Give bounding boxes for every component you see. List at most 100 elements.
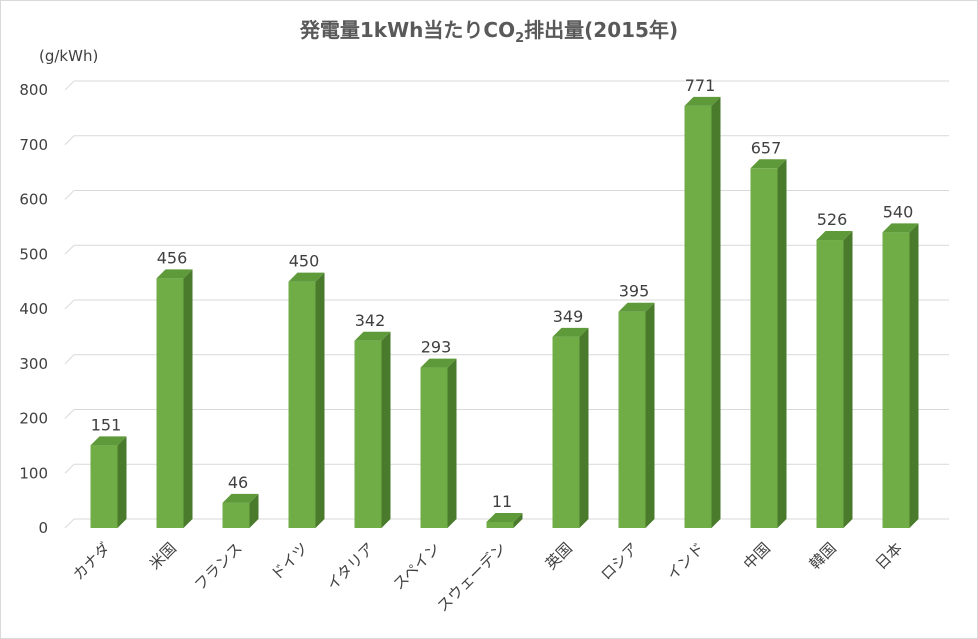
- bar-side: [315, 272, 325, 528]
- gridline-depth: [64, 299, 75, 310]
- y-tick-label: 100: [19, 464, 48, 482]
- y-tick-label: 400: [19, 300, 48, 318]
- chart-title-main: 発電量1kWh当たりCO: [299, 18, 515, 42]
- bar-front: [222, 502, 250, 528]
- gridline-depth: [64, 409, 75, 419]
- bar: [882, 223, 919, 528]
- gridline-depth: [64, 190, 75, 200]
- bar: [222, 493, 259, 528]
- data-label: 349: [553, 307, 584, 326]
- data-label: 395: [619, 282, 650, 301]
- y-tick-label: 700: [19, 136, 48, 154]
- x-tick-label: インド: [663, 539, 708, 584]
- bar: [420, 358, 457, 528]
- x-tick-label: カナダ: [69, 539, 114, 584]
- x-tick-label: スウェーデン: [433, 539, 509, 615]
- bar-top: [354, 331, 391, 341]
- data-label: 11: [492, 492, 512, 511]
- bars: [90, 96, 919, 529]
- bar-side: [777, 159, 787, 529]
- bar-side: [513, 512, 523, 528]
- bar-side: [909, 223, 919, 528]
- data-label: 293: [421, 338, 452, 357]
- bar: [684, 96, 721, 528]
- y-axis-unit-label: (g/kWh): [39, 47, 98, 65]
- data-label: 540: [883, 202, 914, 221]
- data-label: 657: [751, 138, 782, 157]
- bar-front: [750, 168, 778, 529]
- data-label: 342: [355, 311, 386, 330]
- bar-side: [645, 302, 655, 528]
- gridline-depth: [64, 80, 75, 91]
- x-tick-label: ドイツ: [267, 539, 312, 584]
- y-tick-label: 600: [19, 191, 48, 209]
- bar-front: [684, 105, 712, 528]
- bar-top: [288, 272, 325, 282]
- x-tick-label: 日本: [872, 539, 906, 573]
- data-label: 450: [289, 252, 320, 271]
- bar-front: [90, 445, 118, 528]
- y-axis-ticks: 0 100 200 300 400 500 600 700 800: [19, 81, 48, 537]
- bar-front: [354, 340, 382, 528]
- bar-top: [486, 512, 523, 522]
- gridline-depth: [64, 463, 75, 474]
- gridline-depth: [64, 135, 75, 146]
- x-tick-label: フランス: [191, 539, 246, 594]
- bar: [156, 269, 193, 528]
- bar-top: [222, 493, 259, 503]
- data-label: 526: [817, 210, 848, 229]
- data-label: 46: [228, 473, 248, 492]
- x-tick-label: 韓国: [806, 539, 840, 573]
- data-label: 456: [157, 248, 188, 267]
- bar-front: [288, 281, 316, 528]
- x-tick-label: 英国: [542, 539, 576, 573]
- bar-top: [420, 358, 457, 368]
- bar-top: [684, 96, 721, 106]
- bar-side: [183, 269, 193, 528]
- bar-side: [381, 331, 391, 528]
- bar-side: [711, 96, 721, 528]
- bar-top: [882, 223, 919, 233]
- bar: [486, 512, 523, 528]
- bar-front: [486, 521, 514, 528]
- bar: [618, 302, 655, 528]
- gridlines: [64, 80, 949, 529]
- bar: [288, 272, 325, 528]
- chart-title-subscript: 2: [515, 31, 524, 46]
- bar-top: [618, 302, 655, 312]
- bar-front: [816, 240, 844, 528]
- bar-top: [90, 436, 127, 446]
- y-tick-label: 0: [38, 519, 48, 537]
- bar-top: [750, 159, 787, 169]
- data-label: 771: [685, 76, 716, 95]
- chart-title-tail: 排出量(2015年): [524, 18, 678, 42]
- bar-front: [882, 232, 910, 528]
- bar-top: [552, 327, 589, 337]
- x-tick-label: ロシア: [597, 539, 642, 584]
- x-tick-label: イタリア: [323, 539, 378, 594]
- data-labels: 151 456 46 450 342 293 11 349 395 771 657 526 540: [91, 76, 914, 511]
- bar: [90, 436, 127, 528]
- y-tick-label: 300: [19, 355, 48, 373]
- bar-side: [249, 493, 259, 528]
- bar: [816, 231, 853, 528]
- gridline-depth: [64, 354, 75, 365]
- y-tick-label: 200: [19, 410, 48, 428]
- bar: [750, 159, 787, 529]
- data-label: 151: [91, 415, 122, 434]
- bar-front: [420, 367, 448, 528]
- chart-title: 発電量1kWh当たりCO2排出量(2015年): [299, 18, 678, 46]
- bar-front: [552, 336, 580, 528]
- bar-side: [447, 358, 457, 528]
- gridline-depth: [64, 244, 75, 255]
- bar: [552, 327, 589, 528]
- bar-side: [117, 436, 127, 528]
- y-tick-label: 500: [19, 245, 48, 263]
- x-tick-label: スペイン: [389, 539, 443, 593]
- y-tick-label: 800: [19, 81, 48, 99]
- x-tick-label: 米国: [146, 539, 180, 573]
- bar-top: [816, 231, 853, 241]
